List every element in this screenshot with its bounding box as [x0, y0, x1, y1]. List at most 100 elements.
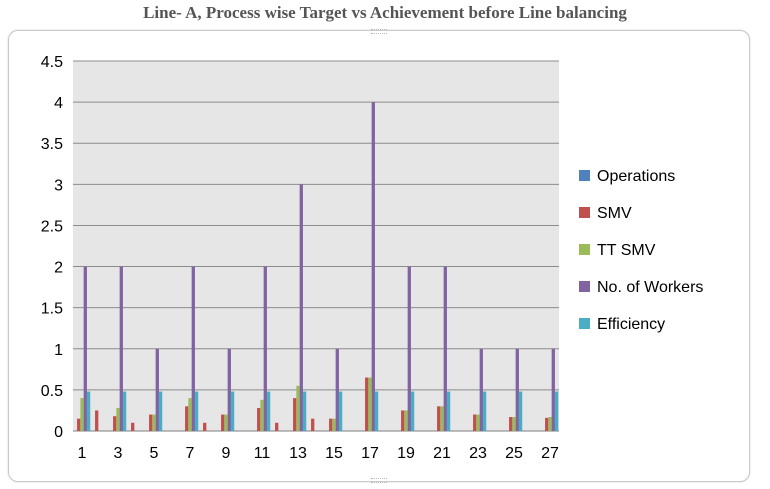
chart-title: Line- A, Process wise Target vs Achievem…: [143, 3, 627, 22]
legend-swatch: [579, 281, 590, 292]
x-tick-label: 27: [541, 445, 559, 462]
bar-efficiency-7: [194, 391, 199, 431]
plot-area: [73, 61, 559, 431]
x-tick-label: 23: [469, 445, 487, 462]
bar-smv-2: [95, 410, 99, 431]
bar-smv-21: [437, 406, 441, 431]
bar-smv-14: [311, 418, 315, 431]
bar-no-of-workers-27: [551, 348, 555, 431]
legend-label: Operations: [597, 168, 675, 185]
x-tick-label: 21: [433, 445, 451, 462]
chart-svg: 00.511.522.533.544.5 1 3 5 7 9 11 13 15 17 19 21 23…: [41, 54, 704, 462]
x-tick-label: 7: [186, 445, 195, 462]
bar-no-of-workers-23: [479, 348, 483, 431]
legend-label: TT SMV: [597, 242, 656, 259]
bar-no-of-workers-11: [263, 266, 267, 431]
bar-tt-smv-23: [476, 414, 480, 431]
y-tick-label: 0: [54, 424, 63, 441]
bar-smv-7: [185, 406, 189, 431]
x-tick-label: 13: [289, 445, 307, 462]
legend-label: SMV: [597, 205, 632, 222]
bar-smv-5: [149, 414, 153, 431]
bar-smv-9: [221, 414, 225, 431]
x-tick-label: 3: [114, 445, 123, 462]
bar-tt-smv-7: [188, 398, 192, 431]
bar-tt-smv-15: [332, 418, 336, 431]
bar-smv-1: [77, 418, 81, 431]
x-axis-ticks: 1 3 5 7 9 11 13 15 17 19 21 23 25 27: [78, 445, 559, 462]
bar-efficiency-17: [374, 391, 379, 431]
x-tick-label: 15: [325, 445, 343, 462]
bar-tt-smv-19: [404, 410, 408, 431]
legend[interactable]: Operations SMV TT SMV No. of Workers Efficie…: [579, 168, 703, 333]
resize-handle-bottom[interactable]: [371, 478, 387, 483]
bar-efficiency-9: [230, 391, 235, 431]
y-tick-label: 3: [54, 177, 63, 194]
bar-no-of-workers-1: [83, 266, 87, 431]
y-tick-label: 1: [54, 342, 63, 359]
y-tick-label: 0.5: [41, 383, 63, 400]
bar-smv-4: [131, 422, 135, 431]
bar-tt-smv-5: [152, 414, 156, 431]
bar-no-of-workers-3: [119, 266, 123, 431]
bar-smv-13: [293, 398, 297, 431]
bar-tt-smv-17: [368, 377, 372, 431]
x-tick-label: 5: [150, 445, 159, 462]
bar-efficiency-13: [302, 391, 307, 431]
x-tick-label: 19: [397, 445, 415, 462]
bar-smv-3: [113, 416, 117, 431]
bar-no-of-workers-9: [227, 348, 231, 431]
y-axis-ticks: 0 0.5 1 1.5 2 2.5 3 3.5 4 4.5: [41, 54, 63, 441]
bar-smv-15: [329, 418, 333, 431]
y-tick-label: 4.5: [41, 54, 63, 71]
bar-no-of-workers-7: [191, 266, 195, 431]
bar-efficiency-21: [446, 391, 451, 431]
chart-frame[interactable]: 0 0.5 1 1.5 2 2.5 3 3.5 4 4.5 1 3 5 7 9 11 13 15 17 19 21 23…: [8, 29, 750, 483]
bar-smv-19: [401, 410, 405, 431]
bar-efficiency-3: [122, 391, 127, 431]
legend-label: No. of Workers: [597, 279, 703, 296]
bar-no-of-workers-21: [443, 266, 447, 431]
y-tick-label: 1.5: [41, 301, 63, 318]
legend-swatch: [579, 318, 590, 329]
bar-smv-12: [275, 422, 279, 431]
bar-efficiency-23: [482, 391, 487, 431]
bar-smv-23: [473, 414, 477, 431]
bars: [77, 102, 559, 432]
bar-efficiency-5: [158, 391, 163, 431]
bar-tt-smv-11: [260, 399, 264, 431]
resize-handle-top[interactable]: [371, 29, 387, 34]
bar-no-of-workers-13: [299, 184, 303, 431]
bar-no-of-workers-15: [335, 348, 339, 431]
bar-smv-25: [509, 417, 513, 431]
bar-no-of-workers-25: [515, 348, 519, 431]
bar-efficiency-19: [410, 391, 415, 431]
x-tick-label: 11: [254, 445, 271, 462]
bar-tt-smv-1: [80, 398, 84, 431]
bar-efficiency-25: [518, 391, 523, 431]
bar-smv-11: [257, 407, 261, 431]
bar-tt-smv-25: [512, 417, 516, 431]
bar-smv-17: [365, 377, 369, 431]
legend-swatch: [579, 207, 590, 218]
bar-efficiency-1: [86, 391, 91, 431]
y-tick-label: 2.5: [41, 218, 63, 235]
y-tick-label: 3.5: [41, 136, 63, 153]
x-tick-label: 9: [222, 445, 231, 462]
x-tick-label: 25: [505, 445, 523, 462]
bar-tt-smv-9: [224, 414, 228, 431]
x-tick-label: 1: [78, 445, 87, 462]
bar-smv-27: [545, 417, 549, 431]
legend-label: Efficiency: [597, 316, 665, 333]
bar-no-of-workers-19: [407, 266, 411, 431]
bar-no-of-workers-17: [371, 102, 375, 432]
legend-swatch: [579, 170, 590, 181]
bar-tt-smv-3: [116, 407, 120, 431]
legend-swatch: [579, 244, 590, 255]
bar-efficiency-27: [554, 391, 559, 431]
y-tick-label: 2: [54, 260, 63, 277]
bar-efficiency-15: [338, 391, 343, 431]
bar-efficiency-11: [266, 391, 271, 431]
bar-tt-smv-13: [296, 385, 300, 431]
x-tick-label: 17: [361, 445, 379, 462]
